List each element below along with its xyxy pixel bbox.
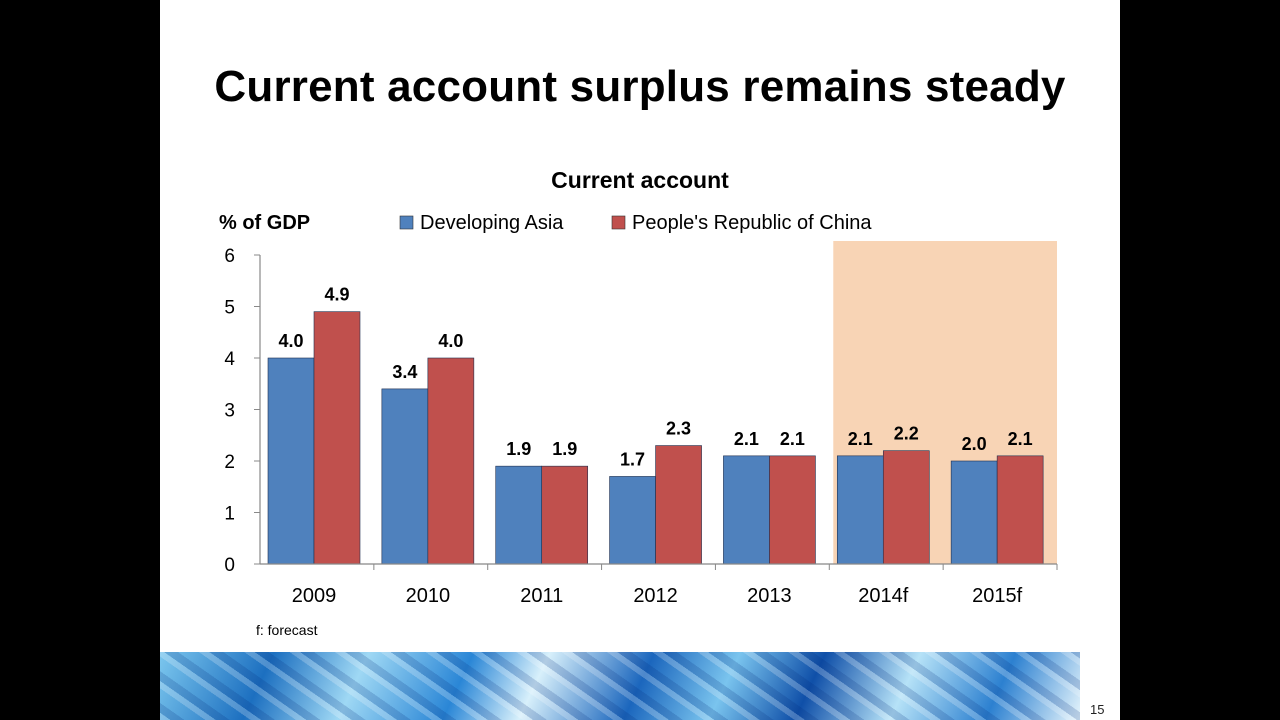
y-tick-label: 4 [224, 349, 235, 370]
y-tick-label: 0 [224, 555, 235, 576]
y-tick-label: 3 [224, 401, 235, 422]
data-label: 2.2 [894, 424, 919, 444]
slide-title: Current account surplus remains steady [214, 62, 1066, 111]
data-label: 1.9 [506, 439, 531, 459]
bar-developing-asia-2013 [723, 455, 770, 565]
bar-chart: Current account % of GDP Developing Asia Pe… [219, 167, 1058, 638]
bar-prc-2012 [655, 445, 702, 565]
x-tick-label: 2011 [520, 585, 563, 607]
slide: Current account surplus remains steady C… [160, 0, 1120, 720]
legend-swatch [399, 215, 414, 230]
y-tick-label: 2 [224, 452, 235, 473]
y-axis-label: % of GDP [219, 212, 310, 234]
data-label: 2.1 [734, 429, 759, 449]
x-tick-label: 2015f [972, 585, 1022, 607]
data-label: 1.9 [552, 439, 577, 459]
data-label: 2.1 [848, 429, 873, 449]
bar-developing-asia-2011 [495, 465, 543, 565]
y-tick-label: 6 [224, 246, 235, 267]
legend-label: People's Republic of China [632, 212, 872, 234]
bar-prc-2015f [996, 455, 1044, 565]
bar-developing-asia-2010 [381, 388, 429, 565]
y-tick-label: 5 [224, 298, 235, 319]
data-label: 3.4 [392, 362, 417, 382]
data-label: 2.1 [780, 429, 805, 449]
bar-prc-2014f [882, 450, 930, 565]
x-tick-label: 2013 [747, 585, 792, 607]
legend-label: Developing Asia [420, 212, 564, 234]
footnote: f: forecast [256, 622, 318, 638]
x-tick-label: 2012 [633, 585, 678, 607]
data-label: 4.9 [324, 285, 349, 305]
page-number: 15 [1090, 702, 1105, 717]
bar-developing-asia-2014f [836, 455, 884, 565]
bar-prc-2013 [769, 455, 816, 565]
x-tick-label: 2010 [406, 585, 451, 607]
legend-swatch [611, 215, 626, 230]
x-tick-label: 2014f [858, 585, 908, 607]
y-tick-label: 1 [224, 504, 235, 525]
bar-prc-2011 [541, 465, 589, 565]
data-label: 2.1 [1008, 429, 1033, 449]
data-label: 4.0 [438, 331, 463, 351]
bar-developing-asia-2012 [609, 476, 656, 565]
bar-prc-2009 [313, 311, 361, 565]
bar-developing-asia-2015f [950, 460, 998, 565]
chart-title: Current account [551, 167, 729, 193]
data-label: 1.7 [620, 449, 645, 469]
bar-prc-2010 [427, 357, 475, 565]
x-tick-label: 2009 [292, 585, 337, 607]
data-label: 2.0 [962, 434, 987, 454]
data-label: 2.3 [666, 419, 691, 439]
data-label: 4.0 [278, 331, 303, 351]
bar-developing-asia-2009 [267, 357, 315, 565]
decorative-footer-band [160, 652, 1080, 720]
